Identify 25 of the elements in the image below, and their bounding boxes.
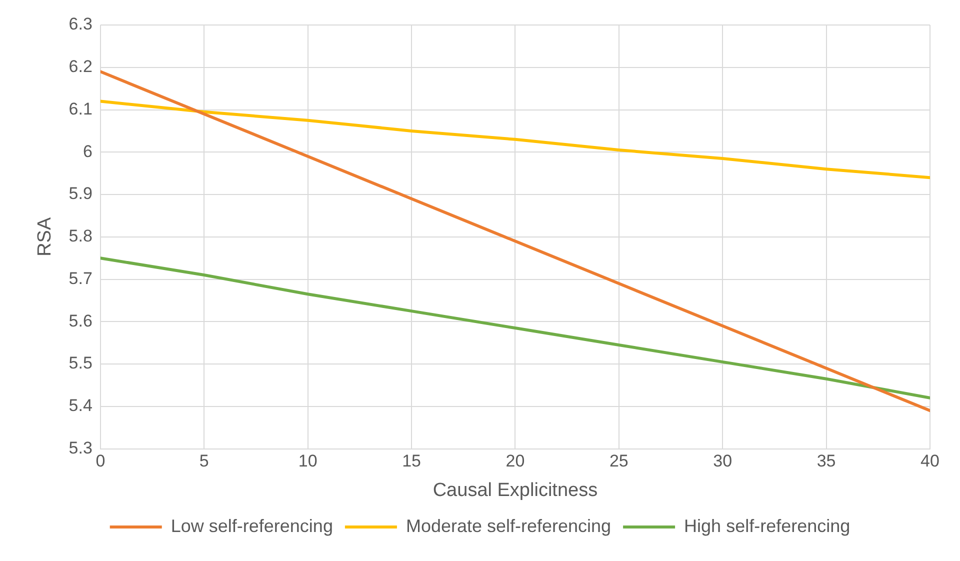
- y-tick-label: 5.3: [68, 438, 92, 458]
- y-tick-label: 5.6: [68, 311, 92, 330]
- y-tick-label: 6: [82, 142, 92, 161]
- y-axis-title: RSA: [34, 217, 56, 256]
- x-axis-title: Causal Explicitness: [432, 480, 598, 501]
- x-tick-label: 5: [199, 452, 209, 471]
- x-tick-label: 10: [298, 452, 318, 471]
- y-tick-label: 6.2: [68, 57, 92, 76]
- y-tick-label: 5.7: [68, 268, 92, 288]
- x-tick-label: 25: [609, 452, 628, 471]
- legend-label: Moderate self-referencing: [406, 516, 612, 536]
- y-tick-label: 6.3: [68, 14, 92, 34]
- y-tick-label: 5.4: [68, 396, 92, 416]
- y-tick-label: 5.9: [68, 184, 92, 204]
- y-tick-label: 6.1: [68, 99, 92, 118]
- x-tick-label: 30: [713, 452, 732, 471]
- x-tick-label: 15: [402, 452, 421, 471]
- x-tick-label: 0: [96, 452, 106, 471]
- x-tick-label: 35: [816, 452, 836, 471]
- x-tick-label: 40: [920, 452, 940, 471]
- x-tick-label: 20: [506, 452, 525, 471]
- legend-label: Low self-referencing: [170, 516, 333, 536]
- y-tick-label: 5.8: [68, 226, 92, 246]
- legend-label: High self-referencing: [684, 516, 850, 536]
- y-tick-label: 5.5: [68, 354, 92, 373]
